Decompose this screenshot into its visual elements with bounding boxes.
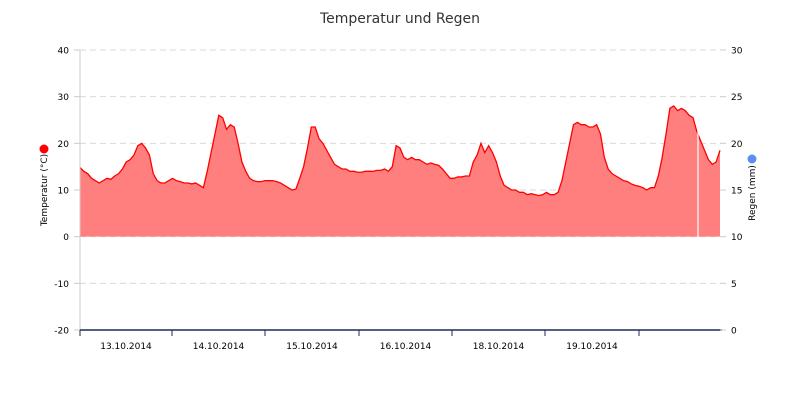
y-right-tick-label: 30	[731, 47, 743, 57]
x-tick-label: 19.10.2014	[566, 342, 618, 352]
temperature-legend-dot	[39, 144, 49, 154]
y-right-tick-label: 5	[731, 280, 737, 290]
x-tick-label: 14.10.2014	[193, 342, 245, 352]
y-right-tick-label: 10	[731, 233, 743, 243]
x-tick-label: 15.10.2014	[286, 342, 338, 352]
y-right-tick-label: 0	[731, 327, 737, 337]
x-tick-label: 13.10.2014	[100, 342, 152, 352]
temperature-area	[80, 106, 720, 237]
plot-area	[79, 101, 721, 237]
x-tick-label: 18.10.2014	[473, 342, 525, 352]
rain-legend-dot	[747, 154, 757, 164]
y-left-tick-label: -10	[54, 280, 69, 290]
y-axis-right-label: Regen (mm)	[748, 165, 758, 221]
y-right-tick-label: 25	[731, 93, 742, 103]
y-left-tick-label: 0	[63, 233, 69, 243]
y-right-tick-label: 20	[731, 140, 743, 150]
x-tick-label: 16.10.2014	[380, 342, 432, 352]
axes: -20 -10 0 10 20 30 40 0 5 10 15 20 25 30 13.10.2014 14.…	[54, 47, 742, 353]
y-left-tick-label: 10	[58, 187, 70, 197]
y-right-tick-label: 15	[731, 187, 742, 197]
y-left-tick-label: 30	[58, 93, 70, 103]
temperature-line	[79, 105, 721, 197]
y-axis-left-label: Temperatur (°C)	[40, 154, 50, 227]
y-left-tick-label: 40	[58, 47, 70, 57]
y-left-tick-label: -20	[54, 327, 69, 337]
y-left-tick-label: 20	[58, 140, 70, 150]
chart-title: Temperatur und Regen	[319, 11, 480, 27]
